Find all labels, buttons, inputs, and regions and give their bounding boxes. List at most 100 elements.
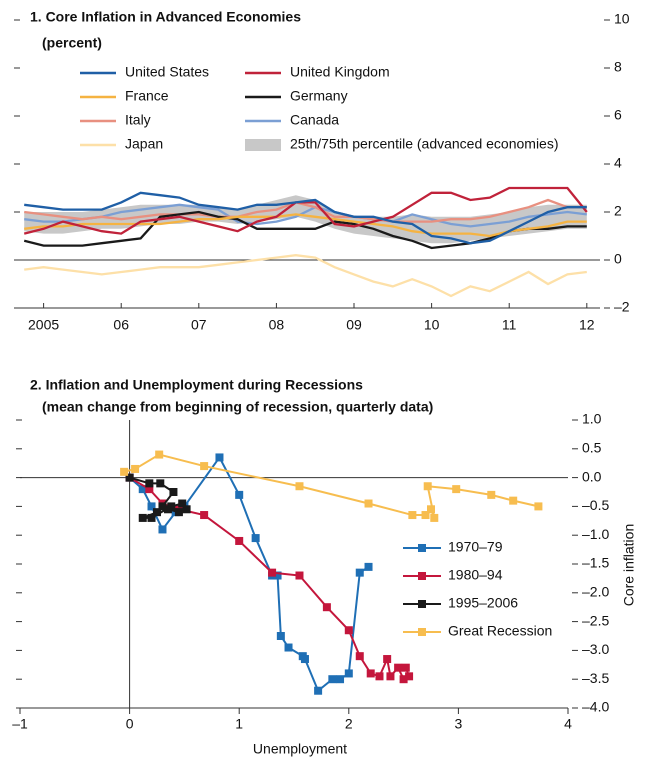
y-tick-label: 8 <box>614 59 622 75</box>
legend-swatch <box>418 628 426 636</box>
legend-label: 1980–94 <box>448 567 503 583</box>
x-tick-label: 0 <box>126 716 134 732</box>
x-tick-label: 06 <box>113 317 129 333</box>
legend-label: 1995–2006 <box>448 595 518 611</box>
legend-label: 25th/75th percentile (advanced economies… <box>290 136 559 152</box>
y-tick-label: 10 <box>614 11 630 27</box>
y-tick-label: –4.0 <box>582 699 609 715</box>
marker <box>430 513 439 522</box>
y-tick-label: –1.0 <box>582 526 609 542</box>
legend-swatch <box>418 600 426 608</box>
x-tick-label: 11 <box>502 317 517 333</box>
marker <box>138 485 147 494</box>
marker <box>328 675 337 684</box>
x-tick-label: –1 <box>12 716 28 732</box>
marker <box>155 450 164 459</box>
x-tick-label: 3 <box>455 716 463 732</box>
y-tick-label: 2 <box>614 203 622 219</box>
legend-label: United States <box>125 64 209 80</box>
marker <box>145 485 154 494</box>
marker <box>364 499 373 508</box>
marker <box>534 502 543 511</box>
legend-swatch <box>245 139 281 151</box>
marker <box>295 571 304 580</box>
y-tick-label: 4 <box>614 155 622 171</box>
y-tick-label: –3.5 <box>582 670 609 686</box>
legend-label: 1970–79 <box>448 539 503 555</box>
y-tick-label: 0 <box>614 251 622 267</box>
legend-label: France <box>125 88 169 104</box>
series-line <box>23 210 587 250</box>
x-tick-label: 10 <box>424 317 440 333</box>
marker <box>344 626 353 635</box>
y-tick-label: 1.0 <box>582 411 602 427</box>
marker <box>273 571 282 580</box>
marker <box>394 663 403 672</box>
marker <box>158 502 167 511</box>
marker <box>235 490 244 499</box>
marker <box>138 513 147 522</box>
chart-subtitle: (percent) <box>42 35 102 51</box>
y-tick-label: 6 <box>614 107 622 123</box>
marker <box>295 482 304 491</box>
marker <box>268 568 277 577</box>
marker <box>284 643 293 652</box>
legend-label: Germany <box>290 88 348 104</box>
y-axis-label: Core inflation <box>621 524 637 607</box>
legend-label: Japan <box>125 136 163 152</box>
marker <box>344 669 353 678</box>
marker <box>487 490 496 499</box>
marker <box>366 669 375 678</box>
marker <box>174 508 183 517</box>
marker <box>182 505 191 514</box>
y-tick-label: –2.0 <box>582 584 609 600</box>
marker <box>423 482 432 491</box>
y-tick-label: 0.0 <box>582 468 602 484</box>
marker <box>200 462 209 471</box>
x-tick-label: 12 <box>579 317 595 333</box>
x-tick-label: 1 <box>235 716 243 732</box>
y-tick-label: –1.5 <box>582 555 609 571</box>
marker <box>147 513 156 522</box>
marker <box>178 499 187 508</box>
marker <box>145 479 154 488</box>
series-line <box>24 198 587 223</box>
x-tick-label: 2 <box>345 716 353 732</box>
marker <box>383 655 392 664</box>
series-line <box>24 213 587 238</box>
y-tick-label: –0.5 <box>582 497 609 513</box>
x-tick-label: 2005 <box>28 317 59 333</box>
marker <box>427 505 435 514</box>
marker <box>405 672 414 681</box>
series-line <box>24 191 587 245</box>
marker <box>200 511 209 520</box>
marker <box>147 502 156 511</box>
chart-title: 1. Core Inflation in Advanced Economies <box>30 9 301 25</box>
marker <box>386 672 395 681</box>
marker <box>125 473 134 482</box>
x-tick-label: 09 <box>346 317 362 333</box>
marker <box>364 562 373 571</box>
marker <box>153 508 161 517</box>
legend-label: Great Recession <box>448 623 552 639</box>
legend-swatch <box>418 572 426 580</box>
x-tick-label: 4 <box>564 716 572 732</box>
marker <box>375 672 384 681</box>
series-line <box>24 203 587 228</box>
x-tick-label: 07 <box>191 317 207 333</box>
y-tick-label: –2.5 <box>582 612 609 628</box>
marker <box>336 675 345 684</box>
marker <box>322 603 331 612</box>
marker <box>156 479 165 488</box>
marker <box>408 511 417 520</box>
series-line <box>128 455 370 693</box>
marker <box>355 568 364 577</box>
marker <box>251 534 260 543</box>
marker <box>355 652 364 661</box>
series-line <box>24 254 587 298</box>
marker <box>300 655 309 664</box>
legend-label: Canada <box>290 112 339 128</box>
marker <box>235 536 244 545</box>
chart-title: 2. Inflation and Unemployment during Rec… <box>30 377 363 393</box>
marker <box>421 511 430 520</box>
